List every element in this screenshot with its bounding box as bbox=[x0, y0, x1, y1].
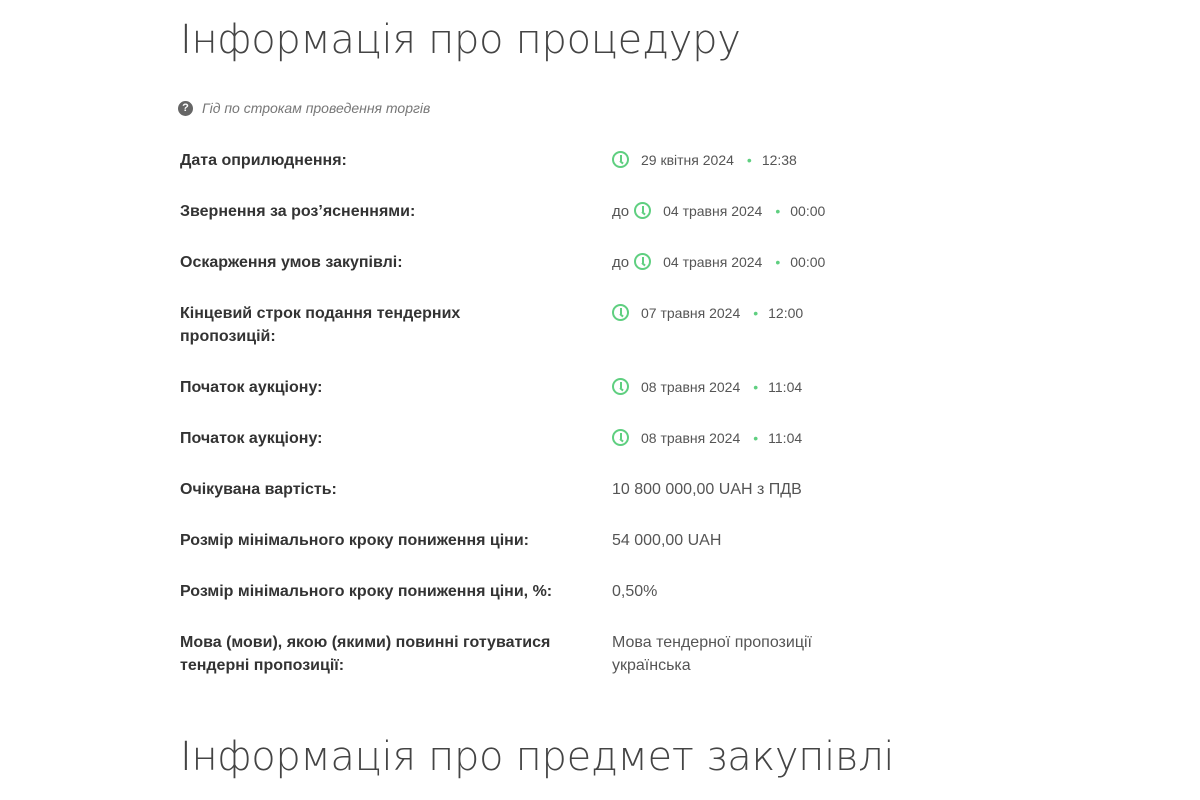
row-label: Звернення за роз’ясненнями: bbox=[180, 203, 416, 220]
row-value: 29 квітня 2024 • 12:38 bbox=[612, 149, 797, 172]
clock-icon bbox=[612, 378, 629, 395]
clock-icon bbox=[612, 429, 629, 446]
info-row-language: Мова (мови), якою (якими) повинні готува… bbox=[180, 631, 880, 677]
info-row-date: Дата оприлюднення: 29 квітня 2024 • 12:38 bbox=[180, 149, 880, 172]
row-label: Початок аукціону: bbox=[180, 379, 323, 396]
separator-dot: • bbox=[753, 379, 759, 395]
time-value: 11:04 bbox=[768, 379, 803, 395]
info-row-date: Початок аукціону: 08 травня 2024 • 11:04 bbox=[180, 376, 880, 399]
time-value: 12:00 bbox=[768, 305, 804, 321]
row-value: 08 травня 2024 • 11:04 bbox=[612, 376, 802, 399]
info-row-expected-value: Очікувана вартість: 10 800 000,00 UAH з … bbox=[180, 478, 880, 501]
section-title-subject: Інформація про предмет закупівлі bbox=[180, 734, 895, 780]
info-row-min-step-percent: Розмір мінімального кроку пониження ціни… bbox=[180, 580, 880, 603]
row-label: Кінцевий строк подання тендерних пропози… bbox=[180, 305, 461, 345]
row-value: 08 травня 2024 • 11:04 bbox=[612, 427, 802, 450]
clock-icon bbox=[634, 253, 652, 270]
clock-icon bbox=[612, 151, 629, 168]
date-value: 04 травня 2024 bbox=[663, 254, 763, 270]
row-label: Очікувана вартість: bbox=[180, 481, 337, 498]
min-step-value: 54 000,00 UAH bbox=[612, 532, 722, 549]
time-value: 00:00 bbox=[790, 254, 826, 270]
row-label: Дата оприлюднення: bbox=[180, 152, 347, 169]
clock-icon bbox=[612, 304, 629, 321]
clock-icon bbox=[634, 202, 652, 219]
row-label: Розмір мінімального кроку пониження ціни… bbox=[180, 532, 530, 549]
time-value: 00:00 bbox=[790, 203, 826, 219]
prefix: до bbox=[612, 203, 630, 220]
info-row-date: Оскарження умов закупівлі: до 04 травня 2… bbox=[180, 251, 880, 274]
row-value: до 04 травня 2024 • 00:00 bbox=[612, 200, 825, 223]
prefix: до bbox=[612, 254, 630, 271]
info-row-min-step: Розмір мінімального кроку пониження ціни… bbox=[180, 529, 880, 552]
guide-link[interactable]: ? Гід по строкам проведення торгів bbox=[178, 100, 430, 116]
language-line2: українська bbox=[612, 657, 691, 674]
time-value: 12:38 bbox=[761, 152, 797, 168]
language-line1: Мова тендерної пропозиції bbox=[612, 634, 812, 651]
info-row-date: Звернення за роз’ясненнями: до 04 травня … bbox=[180, 200, 880, 223]
date-value: 04 травня 2024 bbox=[663, 203, 763, 219]
separator-dot: • bbox=[753, 305, 759, 321]
expected-value: 10 800 000,00 UAH з ПДВ bbox=[612, 481, 802, 498]
question-circle-icon: ? bbox=[178, 100, 193, 116]
language-value: Мова тендерної пропозиції українська bbox=[612, 631, 812, 677]
info-row-date: Початок аукціону: 08 травня 2024 • 11:04 bbox=[180, 427, 880, 450]
row-label: Оскарження умов закупівлі: bbox=[180, 254, 403, 271]
time-value: 11:04 bbox=[768, 430, 803, 446]
separator-dot: • bbox=[775, 254, 781, 270]
date-value: 08 травня 2024 bbox=[641, 379, 741, 395]
guide-link-label: Гід по строкам проведення торгів bbox=[202, 100, 431, 116]
row-label: Мова (мови), якою (якими) повинні готува… bbox=[180, 634, 551, 674]
separator-dot: • bbox=[775, 203, 781, 219]
date-value: 29 квітня 2024 bbox=[641, 152, 734, 168]
info-row-date: Кінцевий строк подання тендерних пропози… bbox=[180, 302, 880, 348]
separator-dot: • bbox=[753, 430, 759, 446]
page-title: Інформація про процедуру bbox=[180, 17, 741, 63]
min-step-percent-value: 0,50% bbox=[612, 583, 658, 600]
date-value: 07 травня 2024 bbox=[641, 305, 741, 321]
date-value: 08 травня 2024 bbox=[641, 430, 741, 446]
row-value: до 04 травня 2024 • 00:00 bbox=[612, 251, 825, 274]
row-value: 07 травня 2024 • 12:00 bbox=[612, 302, 803, 348]
row-label: Розмір мінімального кроку пониження ціни… bbox=[180, 583, 553, 600]
row-label: Початок аукціону: bbox=[180, 430, 323, 447]
separator-dot: • bbox=[746, 152, 752, 168]
